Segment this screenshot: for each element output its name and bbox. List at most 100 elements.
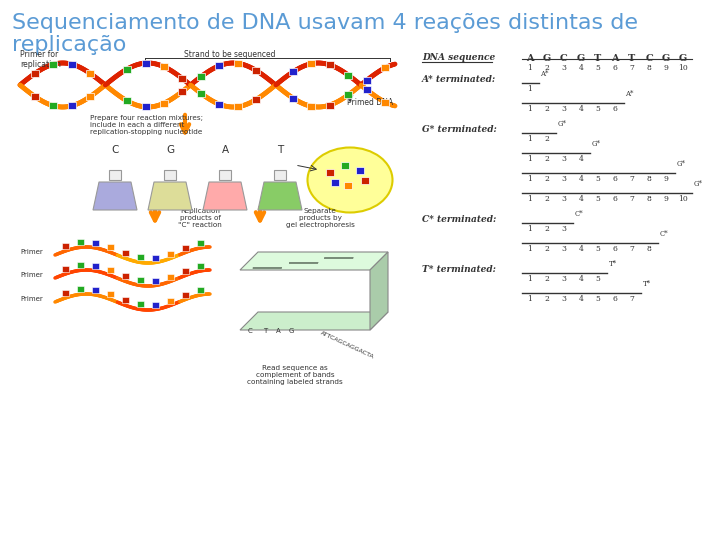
FancyBboxPatch shape [215,62,223,69]
Text: Primer: Primer [20,296,42,302]
Text: 3: 3 [562,195,567,203]
FancyBboxPatch shape [76,286,84,292]
FancyBboxPatch shape [381,99,389,105]
FancyBboxPatch shape [160,100,168,107]
Text: Primer: Primer [20,272,42,278]
Text: C*: C* [575,210,583,218]
Text: 1: 1 [528,85,532,93]
FancyBboxPatch shape [181,268,189,274]
FancyBboxPatch shape [252,96,260,103]
FancyBboxPatch shape [31,93,39,100]
Text: 1: 1 [528,275,532,283]
FancyBboxPatch shape [122,273,128,279]
FancyBboxPatch shape [166,298,174,303]
Text: 3: 3 [562,155,567,163]
Text: 5: 5 [595,195,600,203]
FancyBboxPatch shape [151,278,158,284]
Polygon shape [240,312,388,330]
Text: 3: 3 [562,275,567,283]
FancyBboxPatch shape [331,179,339,186]
Text: T: T [277,145,283,155]
Text: 2: 2 [544,135,549,143]
Text: G: G [662,54,670,63]
Text: 8: 8 [647,245,652,253]
FancyBboxPatch shape [233,103,242,110]
Text: 2: 2 [544,245,549,253]
Text: 3: 3 [562,105,567,113]
Text: T* terminated:: T* terminated: [422,265,496,274]
FancyBboxPatch shape [289,94,297,102]
Text: 2: 2 [544,175,549,183]
FancyBboxPatch shape [160,63,168,70]
Text: 1: 1 [528,155,532,163]
Text: A: A [222,145,228,155]
Text: C: C [248,328,253,334]
FancyBboxPatch shape [137,254,143,260]
Text: 5: 5 [595,245,600,253]
Text: 8: 8 [647,195,652,203]
Polygon shape [289,262,318,263]
Text: 8: 8 [647,175,652,183]
Text: 7: 7 [629,64,634,72]
Text: 9: 9 [664,175,668,183]
Text: G*: G* [693,180,703,188]
FancyBboxPatch shape [197,287,204,293]
Text: 3: 3 [562,245,567,253]
Text: G: G [543,54,551,63]
Text: G: G [289,328,294,334]
FancyBboxPatch shape [61,290,68,296]
Text: 5: 5 [595,295,600,303]
FancyBboxPatch shape [325,102,334,109]
FancyBboxPatch shape [68,61,76,68]
Text: 5: 5 [595,105,600,113]
FancyBboxPatch shape [142,104,150,110]
Text: Primer: Primer [20,249,42,255]
Text: G: G [679,54,687,63]
FancyBboxPatch shape [137,278,143,284]
Text: A: A [611,54,618,63]
Text: 8: 8 [647,64,652,72]
FancyBboxPatch shape [179,88,186,95]
Polygon shape [289,262,318,263]
Text: 2: 2 [544,105,549,113]
Text: C* terminated:: C* terminated: [422,215,496,224]
FancyBboxPatch shape [50,61,58,68]
FancyBboxPatch shape [215,100,223,107]
Text: 6: 6 [613,245,618,253]
Text: 4: 4 [579,105,583,113]
Text: Separate
products by
gel electrophoresis: Separate products by gel electrophoresis [286,208,354,228]
Text: ATTCAGCAGGACTA: ATTCAGCAGGACTA [320,330,375,359]
Text: T: T [629,54,636,63]
FancyBboxPatch shape [137,301,143,307]
Text: 1: 1 [528,245,532,253]
Text: A* terminated:: A* terminated: [422,75,496,84]
FancyBboxPatch shape [356,166,364,173]
FancyBboxPatch shape [307,60,315,67]
Text: 2: 2 [544,155,549,163]
Text: A*: A* [541,70,549,78]
Text: 2: 2 [544,195,549,203]
Text: 6: 6 [613,175,618,183]
FancyBboxPatch shape [252,67,260,74]
Text: 3: 3 [562,64,567,72]
Text: 1: 1 [528,175,532,183]
Text: 7: 7 [629,295,634,303]
FancyBboxPatch shape [151,301,158,307]
Text: 1: 1 [528,195,532,203]
Text: 3: 3 [562,295,567,303]
Polygon shape [148,182,192,210]
FancyBboxPatch shape [61,266,68,272]
FancyBboxPatch shape [31,70,39,77]
Text: 6: 6 [613,195,618,203]
Text: T*: T* [642,280,651,288]
Polygon shape [289,262,318,263]
Text: Sequenciamento de DNA usavam 4 reações distintas de: Sequenciamento de DNA usavam 4 reações d… [12,13,638,33]
FancyBboxPatch shape [179,75,186,82]
FancyBboxPatch shape [197,240,204,246]
FancyBboxPatch shape [289,69,297,76]
Polygon shape [164,170,176,180]
Text: 9: 9 [664,195,668,203]
Text: G*: G* [592,140,600,148]
Text: T: T [595,54,602,63]
FancyBboxPatch shape [344,91,352,98]
